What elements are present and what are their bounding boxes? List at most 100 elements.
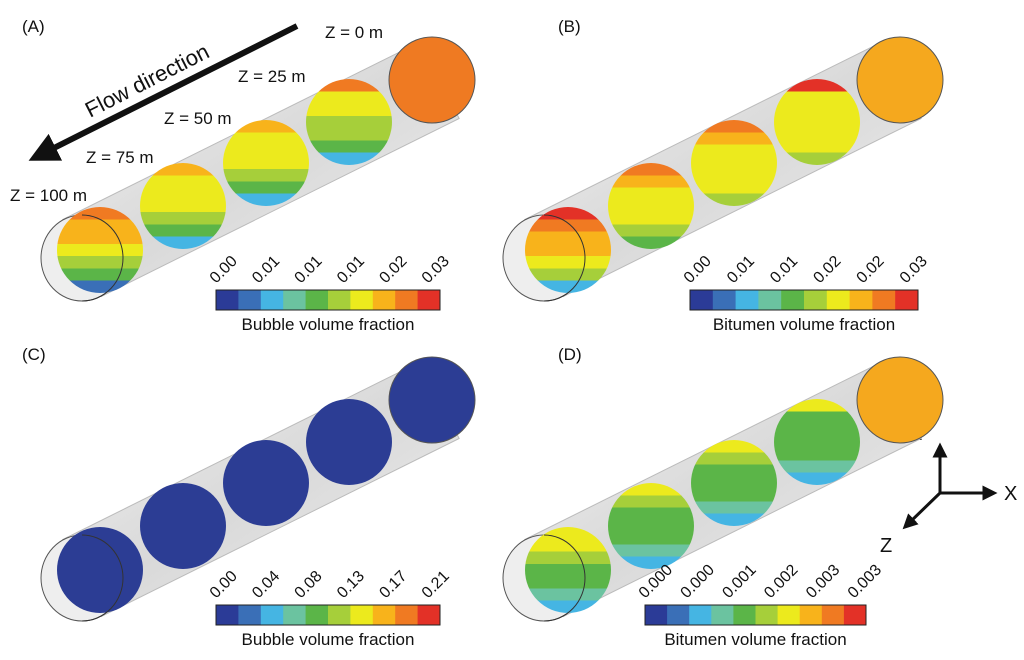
colorbar-swatch bbox=[667, 605, 690, 625]
cross-section bbox=[774, 79, 860, 165]
pipe-end-rim bbox=[543, 534, 586, 622]
colorbar-tick-label: 0.08 bbox=[292, 568, 326, 602]
colorbar-tick-label: 0.01 bbox=[249, 253, 283, 287]
colorbar-swatch bbox=[238, 605, 262, 625]
colorbar-frame bbox=[644, 604, 867, 626]
colorbar-swatch bbox=[849, 290, 873, 310]
colorbar-swatch bbox=[755, 605, 779, 625]
colorbar-swatch bbox=[690, 290, 714, 310]
colorbar-tick-label: 0.00 bbox=[207, 253, 241, 287]
colorbar-swatch bbox=[804, 290, 828, 310]
pipe-end-rim bbox=[81, 214, 124, 302]
z-label: Z = 75 m bbox=[86, 148, 154, 167]
axis-label: Z bbox=[880, 535, 892, 557]
colorbar-swatch bbox=[328, 605, 351, 625]
colorbar-frame bbox=[689, 289, 919, 311]
colorbar-swatch bbox=[260, 605, 284, 625]
colorbar-swatch bbox=[733, 605, 756, 625]
colorbar-swatch bbox=[843, 605, 867, 625]
cross-section bbox=[140, 163, 226, 249]
panel: 0.00 0.01 0.01 0.02 0.02 0.03 Bitumen volume f… bbox=[502, 36, 944, 334]
panel-label: (C) bbox=[22, 345, 46, 364]
colorbar-swatch bbox=[283, 605, 307, 625]
cross-section bbox=[306, 399, 392, 485]
cross-section bbox=[608, 483, 694, 569]
colorbar-tick-label: 0.03 bbox=[897, 253, 931, 287]
pipe-end-rim bbox=[543, 214, 586, 302]
cross-section bbox=[223, 440, 309, 526]
colorbar-tick-label: 0.00 bbox=[207, 568, 241, 602]
colorbar-swatch bbox=[216, 290, 239, 310]
colorbar-swatch bbox=[689, 605, 712, 625]
cross-section bbox=[691, 440, 777, 526]
panel: 0.00 0.04 0.08 0.13 0.17 0.21 Bubble volume fr… bbox=[40, 356, 476, 649]
colorbar-tick-label: 0.02 bbox=[810, 253, 844, 287]
z-label: Z = 50 m bbox=[164, 109, 232, 128]
cross-section bbox=[525, 207, 611, 293]
colorbar-swatch bbox=[777, 605, 801, 625]
colorbar-swatch bbox=[799, 605, 823, 625]
colorbar-tick-label: 0.13 bbox=[334, 568, 368, 602]
colorbar-tick-label: 0.003 bbox=[845, 561, 885, 601]
flow-arrow bbox=[28, 23, 299, 161]
colorbar-title: Bitumen volume fraction bbox=[713, 315, 895, 334]
cross-section bbox=[691, 120, 777, 206]
panel-label: (D) bbox=[558, 345, 582, 364]
colorbar-tick-label: 0.00 bbox=[681, 253, 715, 287]
colorbar-tick-label: 0.17 bbox=[376, 568, 410, 602]
colorbar-swatch bbox=[372, 605, 396, 625]
colorbar-frame bbox=[215, 604, 441, 626]
colorbar-swatch bbox=[645, 605, 668, 625]
colorbar-tick-label: 0.01 bbox=[292, 253, 326, 287]
colorbar-swatch bbox=[417, 605, 441, 625]
cross-section bbox=[856, 356, 944, 444]
colorbar-frame bbox=[215, 289, 441, 311]
colorbar-swatch bbox=[350, 290, 374, 310]
cross-section bbox=[388, 36, 476, 124]
colorbar-swatch bbox=[395, 605, 419, 625]
colorbar-tick-label: 0.04 bbox=[249, 568, 283, 602]
colorbar-tick-label: 0.01 bbox=[767, 253, 801, 287]
colorbar-swatch bbox=[712, 290, 737, 310]
colorbar-swatch bbox=[260, 290, 284, 310]
colorbar-swatch bbox=[305, 605, 329, 625]
colorbar-title: Bubble volume fraction bbox=[242, 315, 415, 334]
cross-section bbox=[856, 36, 944, 124]
axis-label: X bbox=[1004, 483, 1017, 505]
cross-section bbox=[223, 120, 309, 206]
colorbar-tick-label: 0.03 bbox=[419, 253, 453, 287]
colorbar-tick-label: 0.02 bbox=[376, 253, 410, 287]
colorbar-tick-label: 0.01 bbox=[334, 253, 368, 287]
colorbar-swatch bbox=[781, 290, 805, 310]
panel-label: (A) bbox=[22, 17, 45, 36]
axes-triad bbox=[902, 442, 998, 530]
colorbar-tick-label: 0.001 bbox=[719, 561, 759, 601]
colorbar-tick-label: 0.02 bbox=[854, 253, 888, 287]
colorbar-tick-label: 0.21 bbox=[419, 568, 453, 602]
colorbar-swatch bbox=[372, 290, 396, 310]
cross-section bbox=[57, 527, 143, 613]
cross-section bbox=[608, 163, 694, 249]
colorbar-swatch bbox=[735, 290, 759, 310]
cross-section bbox=[306, 79, 392, 165]
cross-section bbox=[525, 527, 611, 613]
cross-section bbox=[774, 399, 860, 485]
colorbar-tick-label: 0.002 bbox=[761, 561, 801, 601]
colorbar-swatch bbox=[395, 290, 419, 310]
cross-section bbox=[140, 483, 226, 569]
colorbar-swatch bbox=[417, 290, 441, 310]
colorbar-swatch bbox=[216, 605, 239, 625]
colorbar-tick-label: 0.01 bbox=[724, 253, 758, 287]
cross-section bbox=[57, 207, 143, 293]
colorbar-swatch bbox=[328, 290, 351, 310]
cross-section bbox=[388, 356, 476, 444]
z-label: Z = 100 m bbox=[10, 186, 87, 205]
colorbar-swatch bbox=[872, 290, 896, 310]
colorbar-title: Bubble volume fraction bbox=[242, 630, 415, 649]
colorbar-swatch bbox=[283, 290, 307, 310]
z-label: Z = 25 m bbox=[238, 67, 306, 86]
colorbar-swatch bbox=[711, 605, 734, 625]
